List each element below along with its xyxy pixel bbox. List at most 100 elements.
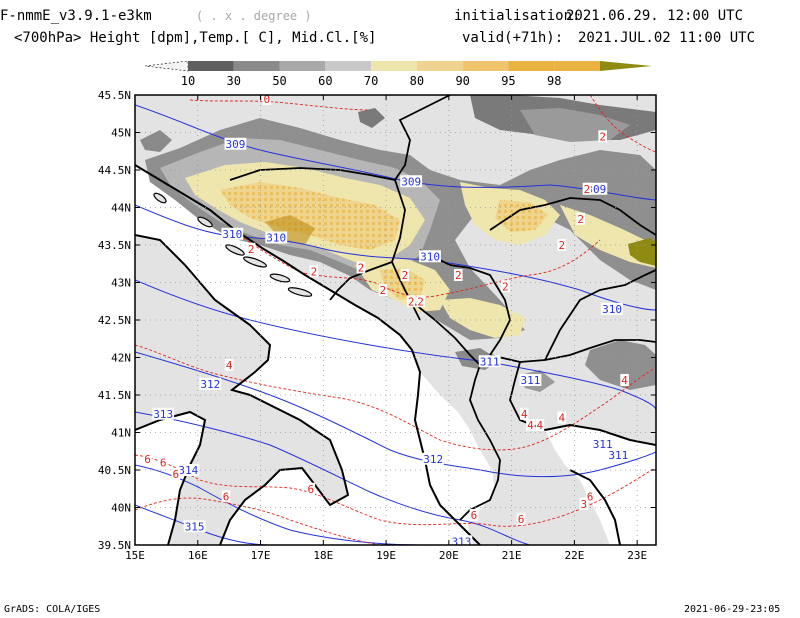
lat-label: 45.5N: [98, 89, 131, 102]
lon-label: 19E: [376, 549, 396, 562]
colorbar-level-label: 98: [547, 74, 561, 88]
height-contour-label-bg: [419, 250, 441, 263]
temp-contour-label-bg: [158, 456, 168, 469]
temp-contour-label-bg: [582, 182, 592, 195]
lat-label: 44.5N: [98, 164, 131, 177]
height-contour-label: 309: [401, 175, 421, 188]
colorbar: 10 30 50 60 70 80 90 95 98: [144, 60, 652, 88]
temp-contour-label: 6: [518, 513, 525, 526]
colorbar-level-label: 50: [272, 74, 286, 88]
units-label: ( . x . degree ): [196, 9, 312, 23]
height-contour-label-bg: [221, 227, 244, 240]
latitude-axis: 45.5N 45N 44.5N 44N 43.5N 43N 42.5N 42N 41.5N 41N…: [98, 89, 656, 552]
lon-label: 18E: [313, 549, 333, 562]
coastline: [135, 164, 656, 545]
lon-label: 20E: [439, 549, 459, 562]
temp-contour-label: 2: [380, 284, 387, 297]
temp-contour-label: 0: [264, 93, 271, 106]
lat-label: 43.5N: [98, 239, 131, 252]
height-contour-label: 313: [451, 535, 471, 548]
temp-contour-label: 2: [402, 269, 409, 282]
height-contour-label: 310: [222, 228, 242, 241]
init-label: initialisation:: [454, 8, 581, 24]
temp-contour-label-bg: [406, 295, 416, 308]
height-contour-label: 315: [185, 520, 205, 533]
lat-label: 40.5N: [98, 464, 131, 477]
height-contour-label: 310: [266, 232, 286, 245]
colorbar-level-label: 80: [410, 74, 424, 88]
temp-contour-label: 2: [502, 280, 509, 293]
temp-contour-label-bg: [416, 295, 425, 308]
colorbar-level-label: 10: [181, 74, 195, 88]
height-contour-label: 311: [593, 438, 613, 451]
height-contour-label-bg: [607, 449, 630, 461]
height-contour-label-bg: [601, 302, 623, 315]
height-contour-label: 309: [586, 183, 606, 196]
height-contour-label-bg: [450, 535, 473, 545]
height-contour-label-bg: [183, 520, 206, 533]
temp-contour-label-bg: [526, 419, 535, 431]
temp-contour-label: 6: [223, 490, 230, 503]
height-contour-label: 314: [178, 464, 198, 477]
temp-contour-label: 2: [408, 295, 415, 308]
temp-contour-label-bg: [246, 242, 256, 255]
temp-contour-label-bg: [400, 269, 410, 281]
lat-label: 41N: [111, 427, 131, 440]
temp-contour-label: 2: [599, 130, 606, 143]
temp-contour-label-bg: [224, 359, 234, 371]
temp-contour-label-bg: [585, 490, 595, 503]
temp-contour-label: 4: [621, 374, 628, 387]
model-title: F-nmmE_v3.9.1-e3km: [0, 8, 152, 24]
colorbar-swatch: [233, 61, 280, 71]
height-contour-label-bg: [478, 355, 501, 368]
colorbar-level-label: 60: [318, 74, 332, 88]
height-contour-label-bg: [519, 374, 542, 386]
lat-label: 40N: [111, 502, 131, 515]
temp-contour-label: 2: [417, 295, 424, 308]
temp-contour-label-bg: [171, 467, 181, 480]
temp-contour-label: 2: [559, 239, 566, 252]
colorbar-swatch: [508, 61, 555, 71]
colorbar-level-label: 70: [364, 74, 378, 88]
height-contour-label: 310: [602, 303, 622, 316]
adriatic-sea: [135, 185, 420, 545]
valid-label: valid(+71h):: [462, 30, 564, 46]
temp-contour-label: 2: [455, 269, 462, 282]
temp-contour-label-bg: [620, 374, 629, 386]
temp-contour-label: 4: [521, 408, 528, 421]
lat-label: 42.5N: [98, 314, 131, 327]
lat-label: 45N: [111, 127, 131, 140]
colorbar-swatch: [554, 61, 600, 71]
temp-contour-label: 6: [144, 453, 151, 466]
lon-label: 16E: [188, 549, 208, 562]
height-contour-label: 313: [153, 408, 173, 421]
temp-contour-label-bg: [579, 497, 589, 510]
temp-contour-label: 6: [587, 490, 594, 503]
colorbar-swatch: [416, 61, 463, 71]
height-contour-label-bg: [422, 452, 445, 465]
lat-label: 43N: [111, 277, 131, 290]
temp-contour-label-bg: [576, 212, 585, 225]
temp-contour-label-bg: [221, 490, 231, 503]
temp-contour-label: 3: [581, 498, 588, 511]
temp-contour-label-bg: [453, 269, 463, 281]
lon-label: 21E: [502, 549, 522, 562]
height-contour-label-bg: [591, 437, 614, 450]
temp-contour-label-bg: [469, 509, 479, 521]
colorbar-swatch: [188, 61, 234, 71]
islands: [153, 192, 313, 297]
lat-label: 44N: [111, 202, 131, 215]
temp-contour-label-bg: [557, 239, 567, 251]
temp-contour-label: 6: [160, 457, 167, 470]
temp-contour-label-bg: [262, 95, 272, 105]
footer-timestamp: 2021-06-29-23:05: [684, 604, 781, 615]
longitude-axis: 15E 16E 17E 18E 19E 20E 21E 22E 23E: [125, 95, 647, 562]
temp-contour-label: 2: [248, 243, 255, 256]
temp-contour-label-bg: [309, 265, 319, 278]
colorbar-level-label: 90: [455, 74, 469, 88]
temp-contour-label: 2: [584, 183, 591, 196]
temp-contour-label-bg: [356, 261, 366, 274]
height-contour-label-bg: [224, 137, 247, 150]
